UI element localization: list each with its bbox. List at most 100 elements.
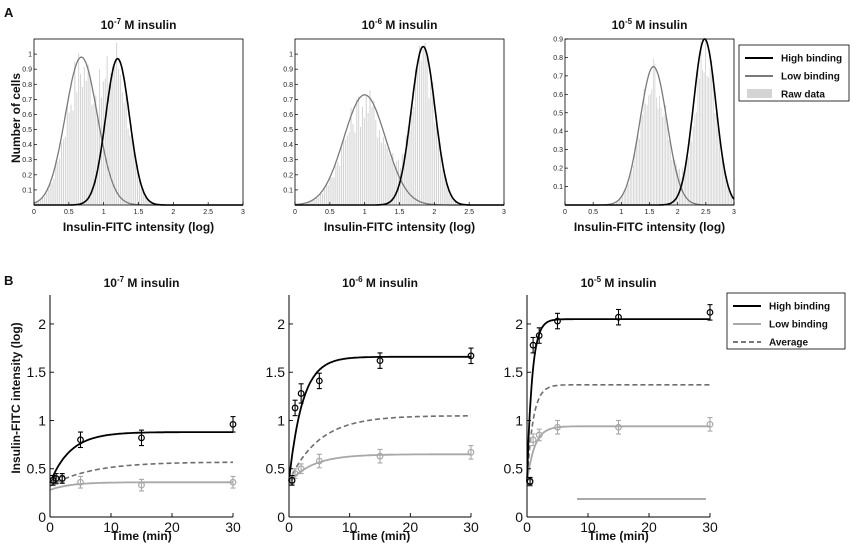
raw-data-bar <box>375 119 377 205</box>
raw-data-bar <box>709 67 711 205</box>
y-tick-label: 0.5 <box>283 127 293 134</box>
raw-data-bar <box>711 60 713 206</box>
raw-data-bar <box>632 164 634 205</box>
raw-data-bar <box>665 104 667 205</box>
raw-data-bar <box>622 194 624 205</box>
high-binding-points <box>288 347 475 486</box>
chart-title: 10-5 M insulin <box>581 275 657 290</box>
y-tick-label: 0.2 <box>22 172 32 179</box>
chart-title: 10-7 M insulin <box>104 275 180 290</box>
kinetics-chart-2: 0 10 20 30 0 0.5 1 1.5 2 Time (min) <box>266 295 479 543</box>
y-tick-label: 1.5 <box>504 364 524 380</box>
x-tick-label: 3 <box>732 209 736 216</box>
raw-data-bar <box>112 65 114 205</box>
low-binding-points <box>288 445 475 486</box>
data-point <box>291 404 299 412</box>
raw-data-bar <box>430 82 432 205</box>
raw-data-bar <box>356 99 358 205</box>
raw-data-bar <box>358 96 360 205</box>
x-axis-label: Time (min) <box>111 529 171 543</box>
y-axis-label: Insulin-FITC intensity (log) <box>9 322 23 473</box>
raw-data-bar <box>437 142 439 205</box>
raw-data-bar <box>70 104 72 205</box>
raw-data-bar <box>363 117 365 205</box>
y-tick-label: 0.9 <box>22 67 32 74</box>
data-point <box>315 377 323 385</box>
raw-data-bar <box>150 202 152 205</box>
y-tick-label: 1.5 <box>266 364 286 380</box>
x-tick-label: 0 <box>293 209 297 216</box>
raw-data-bar <box>146 197 148 205</box>
title-exponent: -7 <box>114 17 122 26</box>
raw-data-bar <box>725 174 726 205</box>
x-tick-label: 3 <box>241 209 245 216</box>
chart-title: 10-6 M insulin <box>362 17 438 32</box>
chart-title: 10-5 M insulin <box>612 17 688 32</box>
legend-label: Raw data <box>781 90 825 101</box>
raw-data-bar <box>712 73 714 205</box>
title-suffix: M insulin <box>632 18 687 32</box>
raw-data-bar <box>692 126 694 205</box>
data-point <box>77 478 84 486</box>
title-base: 10 <box>362 18 376 32</box>
x-tick-label: 0 <box>523 519 531 535</box>
data-point <box>138 434 145 442</box>
legend-label: Average <box>769 338 809 349</box>
raw-data-bar <box>80 74 82 206</box>
y-tick-label: 0 <box>277 509 285 525</box>
raw-data-bar <box>432 81 434 205</box>
raw-data-bar <box>642 114 644 205</box>
raw-data-bar <box>702 69 703 205</box>
raw-data-bar <box>668 140 670 205</box>
raw-data-bar <box>620 197 622 205</box>
legend-label: Low binding <box>769 320 828 331</box>
raw-data-bar <box>106 56 108 205</box>
y-tick-label: 0.1 <box>283 187 293 194</box>
x-tick-label: 2.5 <box>203 209 213 216</box>
raw-data-bar <box>628 183 630 205</box>
y-tick-label: 0.9 <box>553 37 563 44</box>
title-suffix: M insulin <box>124 276 179 290</box>
x-tick-label: 10 <box>103 519 119 535</box>
raw-data-bar <box>95 95 97 205</box>
raw-data-bar <box>76 92 78 205</box>
raw-data-bar <box>651 89 653 205</box>
raw-data-bar <box>66 105 68 205</box>
raw-data-bar <box>102 81 104 205</box>
y-tick-label: 0.5 <box>27 461 47 477</box>
title-base: 10 <box>342 276 356 290</box>
raw-data-bar <box>333 176 335 205</box>
raw-data-bar <box>308 202 310 205</box>
raw-data-bar <box>379 130 381 205</box>
raw-data-bar <box>659 95 660 205</box>
high-binding-points <box>49 416 237 486</box>
y-tick-label: 1 <box>28 52 32 59</box>
raw-data-bar <box>643 88 645 205</box>
raw-data-bar <box>99 69 101 205</box>
y-tick-label: 1 <box>277 412 285 428</box>
raw-data-bar <box>443 171 445 205</box>
title-base: 10 <box>612 18 626 32</box>
raw-data-bar <box>142 191 144 205</box>
raw-data-bar <box>47 189 49 205</box>
title-suffix: M insulin <box>363 276 418 290</box>
data-point <box>615 313 622 321</box>
raw-data-bar <box>394 168 396 205</box>
data-point <box>229 420 237 428</box>
y-tick-label: 0.5 <box>266 461 286 477</box>
raw-data-bar <box>637 134 639 205</box>
y-tick-label: 0.8 <box>553 55 563 62</box>
raw-data-bar <box>703 72 705 206</box>
y-tick-label: 0.5 <box>504 461 524 477</box>
raw-data-bar <box>625 189 627 205</box>
x-tick-label: 0 <box>32 209 36 216</box>
x-tick-label: 1 <box>102 209 106 216</box>
raw-data-bar <box>640 115 642 205</box>
average-curve <box>288 415 471 482</box>
raw-data-bar <box>691 141 693 205</box>
raw-data-bar <box>674 159 676 205</box>
y-tick-label: 0.3 <box>283 157 293 164</box>
legend-label: Low binding <box>781 72 840 83</box>
raw-data-bar <box>695 112 697 205</box>
